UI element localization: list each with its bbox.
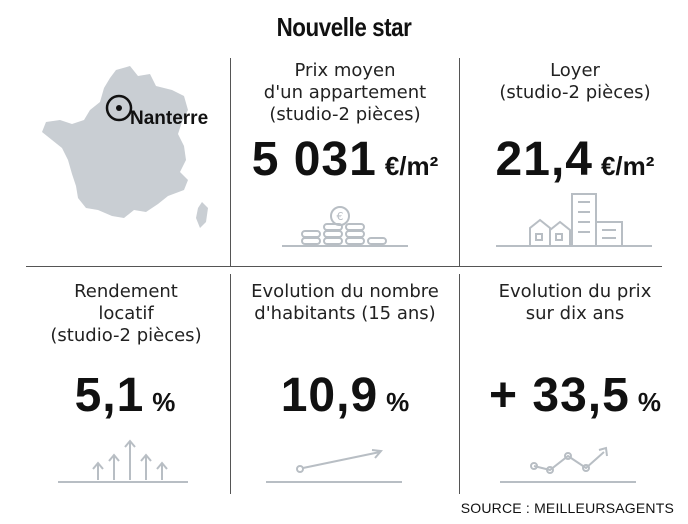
stat-number-yield: 5,1 bbox=[74, 369, 145, 422]
stat-label-yield-text: Rendement locatif (studio-2 pièces) bbox=[50, 281, 202, 346]
divider-vertical-4 bbox=[459, 274, 460, 494]
divider-vertical-1 bbox=[230, 58, 231, 266]
stat-label-price-text: Prix moyen d'un appartement (studio-2 pi… bbox=[263, 60, 427, 125]
stat-unit-yield: % bbox=[152, 387, 176, 417]
divider-vertical-2 bbox=[459, 58, 460, 266]
stat-number-price-growth: + 33,5 bbox=[489, 369, 630, 422]
up-arrows-icon bbox=[58, 439, 188, 483]
stat-value-population: 10,9% bbox=[232, 368, 458, 423]
stat-unit-population: % bbox=[386, 387, 410, 417]
stat-label-rent-text: Loyer (studio-2 pièces) bbox=[499, 60, 651, 103]
buildings-icon bbox=[496, 193, 652, 247]
stat-unit-rent: €/m² bbox=[600, 151, 655, 181]
stat-label-population: Evolution du nombre d'habitants (15 ans) bbox=[238, 281, 452, 325]
svg-text:€: € bbox=[337, 210, 344, 223]
stat-label-yield: Rendement locatif (studio-2 pièces) bbox=[26, 281, 226, 347]
stat-unit-price: €/m² bbox=[384, 151, 439, 181]
stat-value-yield: 5,1% bbox=[20, 368, 230, 423]
stat-number-price: 5 031 bbox=[251, 133, 377, 186]
stat-label-price: Prix moyen d'un appartement (studio-2 pi… bbox=[240, 60, 450, 126]
stat-label-price-growth-text: Evolution du prix sur dix ans bbox=[498, 281, 652, 324]
source-credit: SOURCE : MEILLEURSAGENTS bbox=[460, 500, 674, 516]
stat-number-rent: 21,4 bbox=[495, 133, 593, 186]
stat-label-price-growth: Evolution du prix sur dix ans bbox=[470, 281, 680, 325]
stat-value-price-growth: + 33,5% bbox=[462, 368, 688, 423]
infographic-title: Nouvelle star bbox=[276, 12, 412, 42]
zigzag-line-icon bbox=[500, 446, 636, 483]
stat-label-rent: Loyer (studio-2 pièces) bbox=[470, 60, 680, 104]
stat-label-population-text: Evolution du nombre d'habitants (15 ans) bbox=[251, 281, 439, 324]
stat-value-rent: 21,4 €/m² bbox=[462, 132, 688, 187]
coins-icon: € bbox=[282, 206, 408, 247]
city-label: Nanterre bbox=[130, 108, 209, 129]
stat-unit-price-growth: % bbox=[637, 387, 661, 417]
trend-line-icon bbox=[266, 449, 402, 483]
stat-number-population: 10,9 bbox=[280, 369, 379, 422]
location-marker-icon bbox=[105, 94, 133, 122]
divider-horizontal bbox=[26, 266, 662, 267]
france-map-icon bbox=[42, 66, 208, 228]
stat-value-price: 5 031 €/m² bbox=[232, 132, 458, 187]
divider-vertical-3 bbox=[230, 274, 231, 494]
